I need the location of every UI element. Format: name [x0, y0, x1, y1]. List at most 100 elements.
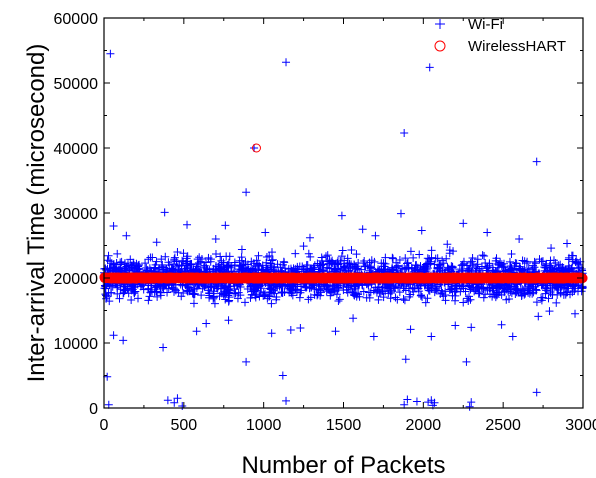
wifi-point [179, 249, 188, 258]
wifi-point [267, 329, 276, 338]
wifi-point [494, 289, 503, 298]
wifi-point [571, 309, 580, 318]
wifi-point [211, 250, 220, 259]
wifi-point [517, 290, 526, 299]
wifi-point [115, 294, 124, 303]
wifi-point [523, 284, 532, 293]
wifi-point [479, 293, 488, 302]
wifi-point [236, 262, 245, 271]
wifi-point [316, 286, 325, 295]
wifi-point [209, 289, 218, 298]
wifi-point [109, 260, 118, 269]
wifi-point [304, 295, 313, 304]
wifi-point [393, 295, 402, 304]
wifi-point [210, 299, 219, 308]
wifi-point [258, 261, 267, 270]
wifi-point [459, 284, 468, 293]
wifi-point [468, 261, 477, 270]
wifi-point [441, 287, 450, 296]
wifi-point [314, 265, 323, 274]
wifi-point [152, 238, 161, 247]
wifi-point [194, 258, 203, 267]
wifi-point [337, 211, 346, 220]
wifi-point [160, 208, 169, 217]
wifi-point [316, 288, 325, 297]
wifi-point [188, 289, 197, 298]
wifi-point [250, 144, 259, 152]
wifi-point [329, 282, 338, 291]
wifi-point [430, 398, 439, 407]
wifi-point [357, 265, 366, 274]
wifi-point [135, 260, 144, 269]
wifi-point [323, 251, 332, 260]
wifi-point [510, 282, 519, 291]
wifi-point [507, 289, 516, 298]
wifi-point [196, 257, 205, 266]
wifi-point [178, 402, 187, 411]
wifi-point [400, 129, 409, 138]
wifi-point [491, 293, 500, 302]
wifi-point [104, 251, 113, 260]
wifi-point [255, 262, 264, 271]
wifi-point [400, 296, 409, 305]
wifi-point [151, 283, 160, 292]
wifi-point [410, 283, 419, 292]
wifi-point [511, 289, 520, 298]
wifi-point [403, 395, 412, 404]
wifi-point [148, 253, 157, 262]
wifi-point [371, 283, 380, 292]
wifi-point [478, 251, 487, 260]
wifi-point [507, 249, 516, 258]
wifi-point [189, 290, 198, 299]
wifi-point [144, 296, 153, 305]
wifi-point [530, 257, 539, 266]
wifi-point [202, 319, 211, 328]
wifi-point [535, 255, 544, 264]
wifi-point [306, 283, 315, 292]
wifi-point [164, 258, 173, 267]
wifi-point [384, 289, 393, 298]
wifi-point [192, 327, 201, 336]
wifi-point [226, 282, 235, 291]
wifi-point [128, 263, 137, 272]
wifi-point [524, 263, 533, 272]
wifi-point [152, 257, 161, 266]
wifi-point [305, 233, 314, 242]
wifi-point [144, 284, 153, 293]
wifi-point [204, 283, 213, 292]
wifi-point [532, 157, 541, 166]
wifi-point [374, 295, 383, 304]
wifi-point [277, 288, 286, 297]
wifi-point [268, 255, 277, 264]
wifi-point [242, 188, 251, 197]
wifi-point [473, 264, 482, 273]
wifi-point [129, 258, 138, 267]
wifi-point [399, 294, 408, 303]
wifi-point [173, 394, 182, 403]
wifi-point [465, 292, 474, 301]
wifi-point [310, 290, 319, 299]
wifi-point [105, 297, 114, 306]
wifi-point [528, 289, 537, 298]
wifi-point [500, 263, 509, 272]
wifi-point [282, 58, 291, 67]
wifi-point [327, 258, 336, 267]
wifi-point [448, 263, 457, 272]
wifi-point [109, 331, 118, 340]
wifi-point [497, 320, 506, 329]
wifi-point [316, 261, 325, 270]
wifi-point [339, 263, 348, 272]
wifi-point [488, 284, 497, 293]
wifi-point [106, 49, 115, 58]
wifi-point [139, 285, 148, 294]
wifi-point [401, 265, 410, 274]
wifi-point [293, 265, 302, 274]
wifi-point [321, 252, 330, 261]
wifi-point [158, 260, 167, 269]
wifi-point [211, 235, 220, 243]
wifi-point [564, 255, 573, 264]
wifi-point [352, 292, 361, 301]
wifi-point [532, 388, 541, 397]
wifi-point [378, 286, 387, 295]
wifi-point [387, 265, 396, 274]
